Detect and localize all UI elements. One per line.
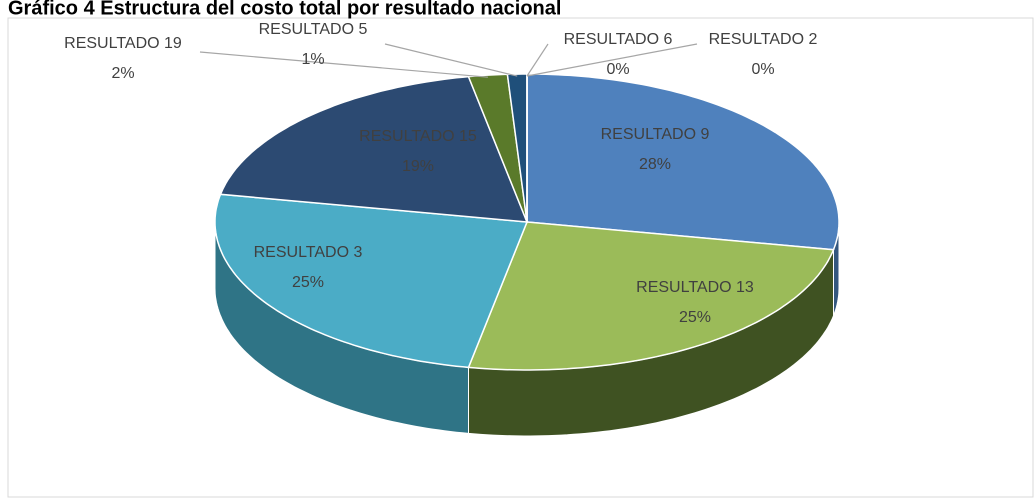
data-label-name: RESULTADO 2 bbox=[709, 31, 818, 48]
slice bbox=[214, 193, 529, 369]
leader-line bbox=[384, 43, 518, 77]
leader-line bbox=[199, 51, 488, 78]
slice bbox=[467, 73, 528, 223]
slice bbox=[219, 75, 529, 223]
data-label-value: 19% bbox=[402, 158, 434, 175]
data-label-name: RESULTADO 3 bbox=[254, 244, 363, 261]
data-label-name: RESULTADO 5 bbox=[259, 21, 368, 38]
slice bbox=[526, 73, 840, 251]
data-label-name: RESULTADO 6 bbox=[564, 31, 673, 48]
data-label-value: 1% bbox=[301, 51, 324, 68]
data-label-value: 2% bbox=[111, 65, 134, 82]
data-label-value: 25% bbox=[292, 274, 324, 291]
leader-line bbox=[526, 43, 549, 77]
data-label-value: 28% bbox=[639, 156, 671, 173]
data-label-name: RESULTADO 9 bbox=[601, 126, 710, 143]
leader-line bbox=[526, 43, 698, 77]
data-label-value: 0% bbox=[751, 61, 774, 78]
data-label-name: RESULTADO 15 bbox=[359, 128, 477, 145]
data-label-value: 0% bbox=[606, 61, 629, 78]
data-label-name: RESULTADO 13 bbox=[636, 279, 754, 296]
title-bg bbox=[0, 0, 1034, 17]
data-label-value: 25% bbox=[679, 309, 711, 326]
chart-title: Gráfico 4 Estructura del costo total por… bbox=[8, 0, 561, 19]
data-label-name: RESULTADO 19 bbox=[64, 35, 182, 52]
slice bbox=[467, 221, 835, 371]
